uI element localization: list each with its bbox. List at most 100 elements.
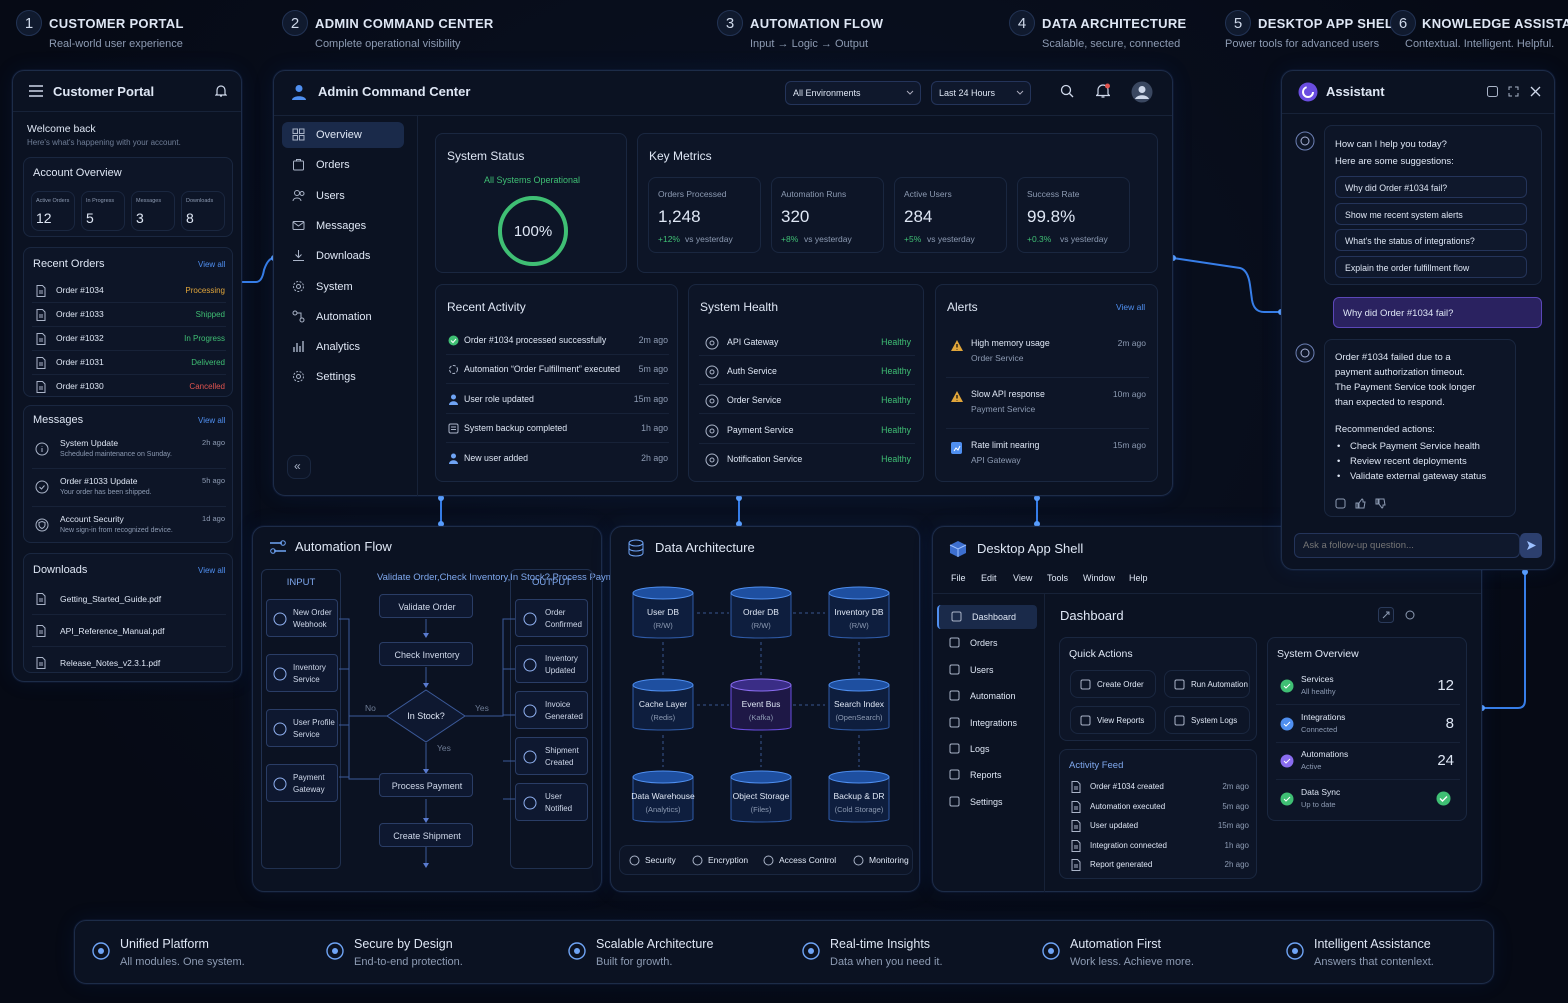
messages-view-all-link[interactable]: View all — [198, 416, 226, 425]
nav-item-analytics[interactable]: Analytics — [282, 334, 404, 360]
suggestion-chip[interactable]: Why did Order #1034 fail? — [1335, 176, 1527, 198]
output-node[interactable]: Inventory Updated — [515, 645, 588, 683]
input-node[interactable]: Inventory Service — [266, 654, 338, 692]
environment-select[interactable]: All Environments — [785, 81, 921, 105]
desktop-nav-integrations[interactable]: Integrations — [937, 711, 1037, 735]
thumbs-down-icon[interactable] — [1375, 498, 1386, 509]
nav-item-automation[interactable]: Automation — [282, 304, 404, 330]
stat-downloads[interactable]: Downloads 8 — [181, 191, 225, 231]
input-node[interactable]: New Order Webhook — [266, 599, 338, 637]
minimize-window-icon[interactable] — [1487, 86, 1498, 97]
metric-card[interactable]: Automation Runs 320 +8% vs yesterday — [771, 177, 884, 253]
activity-row[interactable]: Automation “Order Fulfillment” executed 5… — [436, 356, 679, 385]
order-row[interactable]: Order #1033 Shipped — [24, 304, 234, 327]
menu-file[interactable]: File — [951, 573, 966, 583]
downloads-view-all-link[interactable]: View all — [198, 566, 226, 575]
nav-item-messages[interactable]: Messages — [282, 213, 404, 239]
quick-action-system-logs[interactable]: System Logs — [1164, 706, 1250, 734]
close-icon[interactable] — [1530, 86, 1541, 97]
nav-item-settings[interactable]: Settings — [282, 364, 404, 390]
footer-access-control[interactable]: Access Control — [763, 854, 849, 868]
download-file-row[interactable]: Release_Notes_v2.3.1.pdf — [24, 650, 234, 678]
output-node[interactable]: Order Confirmed — [515, 599, 588, 637]
nav-item-orders[interactable]: Orders — [282, 152, 404, 178]
desktop-nav-users[interactable]: Users — [937, 658, 1037, 682]
alerts-view-all-link[interactable]: View all — [1116, 302, 1146, 312]
stat-messages[interactable]: Messages 3 — [131, 191, 175, 231]
feed-row[interactable]: Report generated 2h ago — [1060, 856, 1258, 874]
footer-monitoring[interactable]: Monitoring — [853, 854, 917, 868]
stat-active-orders[interactable]: Active Orders 12 — [31, 191, 75, 231]
logic-node-process-payment[interactable]: Process Payment — [379, 773, 473, 797]
nav-item-downloads[interactable]: Downloads — [282, 243, 404, 269]
quick-action-view-reports[interactable]: View Reports — [1070, 706, 1156, 734]
refresh-icon[interactable] — [1402, 607, 1418, 623]
logic-node-validate-order[interactable]: Validate Order — [379, 594, 473, 618]
output-node[interactable]: Invoice Generated — [515, 691, 588, 729]
download-file-row[interactable]: Getting_Started_Guide.pdf — [24, 586, 234, 615]
menu-tools[interactable]: Tools — [1047, 573, 1069, 583]
expand-icon[interactable] — [1378, 607, 1394, 623]
avatar[interactable] — [1131, 81, 1153, 103]
desktop-nav-settings[interactable]: Settings — [937, 790, 1037, 814]
notification-bell-icon[interactable] — [1096, 83, 1110, 99]
alert-row[interactable]: Rate limit nearing API Gateway 15m ago — [936, 433, 1159, 481]
footer-encryption[interactable]: Encryption — [692, 854, 756, 868]
desktop-nav-automation[interactable]: Automation — [937, 684, 1037, 708]
menu-help[interactable]: Help — [1129, 573, 1148, 583]
desktop-nav-dashboard[interactable]: Dashboard — [937, 605, 1037, 629]
data-node-user-db[interactable]: User DB (R/W) — [631, 585, 695, 643]
collapse-sidebar-button[interactable]: « — [287, 455, 311, 479]
desktop-nav-logs[interactable]: Logs — [937, 737, 1037, 761]
search-icon[interactable] — [1060, 84, 1074, 98]
data-node-data-warehouse[interactable]: Data Warehouse (Analytics) — [631, 769, 695, 827]
suggestion-chip[interactable]: What's the status of integrations? — [1335, 229, 1527, 251]
overview-row[interactable]: Services All healthy 12 — [1268, 668, 1468, 705]
service-health-row[interactable]: Notification Service Healthy — [689, 445, 925, 473]
service-health-row[interactable]: Auth Service Healthy — [689, 357, 925, 386]
download-file-row[interactable]: API_Reference_Manual.pdf — [24, 618, 234, 647]
feed-row[interactable]: Integration connected 1h ago — [1060, 837, 1258, 855]
data-node-backup-dr[interactable]: Backup & DR (Cold Storage) — [827, 769, 891, 827]
follow-up-input[interactable] — [1294, 533, 1520, 558]
time-range-select[interactable]: Last 24 Hours — [931, 81, 1031, 105]
order-row[interactable]: Order #1030 Cancelled — [24, 376, 234, 398]
menu-edit[interactable]: Edit — [981, 573, 997, 583]
service-health-row[interactable]: Order Service Healthy — [689, 386, 925, 415]
output-node[interactable]: Shipment Created — [515, 737, 588, 775]
menu-view[interactable]: View — [1013, 573, 1033, 583]
alert-row[interactable]: High memory usage Order Service 2m ago — [936, 331, 1159, 379]
nav-item-system[interactable]: System — [282, 274, 404, 300]
activity-row[interactable]: System backup completed 1h ago — [436, 415, 679, 444]
data-node-order-db[interactable]: Order DB (R/W) — [729, 585, 793, 643]
input-node[interactable]: Payment Gateway — [266, 764, 338, 802]
message-row[interactable]: Account Security New sign-in from recogni… — [24, 508, 234, 544]
output-node[interactable]: User Notified — [515, 783, 588, 821]
metric-card[interactable]: Active Users 284 +5% vs yesterday — [894, 177, 1007, 253]
feed-row[interactable]: User updated 15m ago — [1060, 817, 1258, 835]
orders-view-all-link[interactable]: View all — [198, 260, 226, 269]
alert-row[interactable]: Slow API response Payment Service 10m ago — [936, 382, 1159, 430]
logic-node-create-shipment[interactable]: Create Shipment — [379, 823, 473, 847]
feed-row[interactable]: Automation executed 5m ago — [1060, 798, 1258, 816]
copy-icon[interactable] — [1335, 498, 1346, 509]
nav-item-overview[interactable]: Overview — [282, 122, 404, 148]
thumbs-up-icon[interactable] — [1355, 498, 1366, 509]
order-row[interactable]: Order #1034 Processing — [24, 280, 234, 303]
suggestion-chip[interactable]: Show me recent system alerts — [1335, 202, 1527, 225]
logic-node-check-inventory[interactable]: Check Inventory — [379, 642, 473, 666]
activity-row[interactable]: Order #1034 processed successfully 2m ago — [436, 327, 679, 355]
message-row[interactable]: System Update Scheduled maintenance on Su… — [24, 432, 234, 469]
data-node-search-index[interactable]: Search Index (OpenSearch) — [827, 677, 891, 735]
activity-row[interactable]: User role updated 15m ago — [436, 386, 679, 414]
service-health-row[interactable]: Payment Service Healthy — [689, 416, 925, 444]
metric-card[interactable]: Success Rate 99.8% +0.3% vs yesterday — [1017, 177, 1130, 253]
nav-item-users[interactable]: Users — [282, 183, 404, 209]
overview-row[interactable]: Automations Active 24 — [1268, 743, 1468, 780]
data-node-inventory-db[interactable]: Inventory DB (R/W) — [827, 585, 891, 643]
bell-icon[interactable] — [215, 84, 227, 98]
decision-in-stock[interactable]: In Stock? — [407, 711, 445, 721]
send-button[interactable] — [1520, 533, 1542, 558]
feed-row[interactable]: Order #1034 created 2m ago — [1060, 778, 1258, 796]
desktop-nav-reports[interactable]: Reports — [937, 763, 1037, 787]
